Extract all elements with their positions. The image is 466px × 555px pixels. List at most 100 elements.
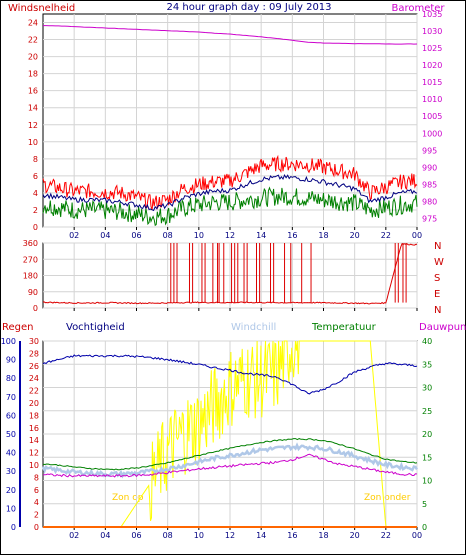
p3-xlabel-08: 08 [163,531,173,540]
wind-speed-line [42,186,418,227]
humidity-ytick-24: 24 [29,374,39,383]
wind-ytick-8: 8 [33,155,38,164]
wind-average-line [42,173,418,212]
humidity-ytick-12: 12 [29,449,39,458]
wind-ytick-14: 14 [28,104,38,113]
wind-ytick-2: 2 [33,206,38,215]
p3-xlabel-12: 12 [225,531,235,540]
temp-ytick-35: 35 [422,360,432,369]
wind-ytick-6: 6 [33,172,38,181]
humidity-ytick-16: 16 [29,424,39,433]
p1-xlabel-10: 10 [194,231,204,240]
temperature-line [42,438,418,471]
baro-ytick-985: 985 [422,180,437,189]
sunset-annotation: Zon onder [364,493,411,503]
compass-s: S [434,273,440,284]
legend: Regen Vochtigheid Windchill Temperatuur … [2,322,466,333]
dir-ytick-0: 0 [33,304,38,313]
rain-ytick-100: 100 [1,337,16,346]
baro-ytick-1015: 1015 [422,78,442,87]
wind-ytick-18: 18 [28,70,38,79]
humidity-ytick-26: 26 [29,362,39,371]
baro-ytick-990: 990 [422,163,437,172]
wind-ytick-12: 12 [28,121,38,130]
p1-xlabel-08: 08 [163,231,173,240]
legend-rain: Regen [2,322,34,333]
humidity-ytick-10: 10 [29,461,39,470]
baro-ytick-980: 980 [422,197,437,206]
panel1-left-label: Windsnelheid [8,3,75,14]
p1-xlabel-18: 18 [318,231,328,240]
temp-ytick-15: 15 [422,453,432,462]
baro-ytick-1010: 1010 [422,95,442,104]
rain-ytick-20: 20 [6,486,16,495]
humidity-ytick-28: 28 [29,349,39,358]
barometer-line [43,25,418,45]
humidity-ytick-22: 22 [29,387,39,396]
p1-xlabel-20: 20 [350,231,360,240]
baro-ytick-1005: 1005 [422,112,442,121]
compass-n-top: N [434,241,441,252]
p3-xlabel-04: 04 [100,531,110,540]
humidity-ytick-6: 6 [34,486,39,495]
dewpoint-line [42,453,418,478]
rain-ytick-10: 10 [6,504,16,513]
p3-xlabel-18: 18 [318,531,328,540]
humidity-ytick-2: 2 [34,511,39,520]
wind-ytick-24: 24 [28,19,38,28]
wind-ytick-22: 22 [28,36,38,45]
p3-xlabel-10: 10 [194,531,204,540]
p1-xlabel-04: 04 [100,231,110,240]
p1-xlabel-16: 16 [287,231,297,240]
baro-ytick-1035: 1035 [422,10,442,19]
p1-xlabel-06: 06 [131,231,141,240]
windchill-line [41,442,419,479]
humidity-line [42,354,418,395]
temp-ytick-10: 10 [422,477,432,486]
p1-xlabel-22: 22 [381,231,391,240]
wind-ytick-20: 20 [28,53,38,62]
humidity-ytick-14: 14 [29,436,39,445]
dir-ytick-90: 90 [28,288,38,297]
wind-ytick-16: 16 [28,87,38,96]
p3-xlabel-14: 14 [256,531,266,540]
p1-xlabel-14: 14 [256,231,266,240]
p3-xlabel-00: 00 [412,531,422,540]
baro-ytick-1030: 1030 [422,27,442,36]
rain-ytick-30: 30 [6,467,16,476]
p1-xlabel-00: 00 [412,231,422,240]
humidity-ytick-30: 30 [29,337,39,346]
chart-title: 24 hour graph day : 09 July 2013 [166,2,331,13]
legend-temperature: Temperatuur [311,322,377,333]
rain-ytick-50: 50 [6,430,16,439]
p3-xlabel-20: 20 [350,531,360,540]
baro-ytick-975: 975 [422,214,437,223]
temp-ytick-40: 40 [422,337,432,346]
temp-ytick-25: 25 [422,407,432,416]
wind-ytick-0: 0 [33,223,38,232]
humidity-ytick-8: 8 [34,473,39,482]
temp-ytick-30: 30 [422,384,432,393]
temp-ytick-20: 20 [422,430,432,439]
temp-ytick-0: 0 [422,523,427,532]
baro-ytick-1000: 1000 [422,129,442,138]
rain-ytick-90: 90 [6,356,16,365]
p1-xlabel-12: 12 [225,231,235,240]
p1-xlabel-02: 02 [69,231,79,240]
baro-ytick-1025: 1025 [422,44,442,53]
compass-w: W [434,257,444,268]
rain-ytick-60: 60 [6,411,16,420]
rain-ytick-80: 80 [6,374,16,383]
p3-xlabel-16: 16 [287,531,297,540]
p3-xlabel-22: 22 [381,531,391,540]
legend-humidity: Vochtigheid [66,322,125,333]
compass-e: E [434,289,440,300]
temp-ytick-5: 5 [422,500,427,509]
baro-ytick-1020: 1020 [422,61,442,70]
dir-ytick-270: 270 [23,255,38,264]
wind-ytick-4: 4 [33,189,38,198]
humidity-ytick-4: 4 [34,498,39,507]
dir-ytick-180: 180 [23,272,38,281]
rain-ytick-0: 0 [11,523,16,532]
